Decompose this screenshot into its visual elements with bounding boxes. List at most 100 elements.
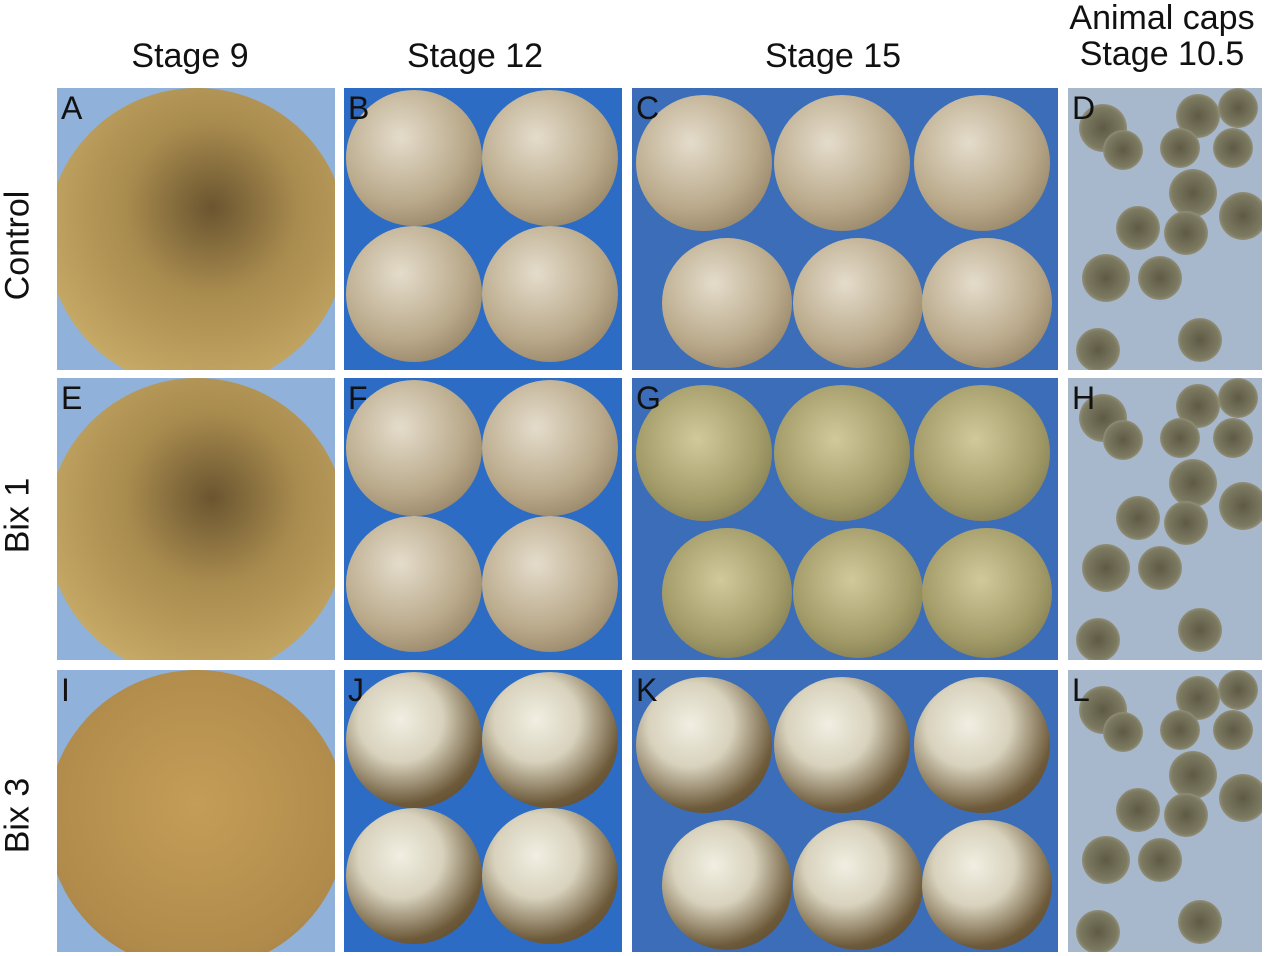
column-header-line-2: Stage 10.5 [1079,35,1245,73]
column-header-stage-12: Stage 12 [406,37,544,75]
panel-g: G [632,378,1058,660]
embryo [662,820,792,950]
animal-cap [1164,501,1208,545]
panel-h: H [1068,378,1262,660]
panel-letter: I [61,672,70,708]
animal-cap [1164,211,1208,255]
animal-cap [1138,838,1182,882]
panel-letter: E [61,380,83,416]
animal-cap [1103,712,1143,752]
embryo [662,528,792,658]
animal-cap [1160,418,1200,458]
animal-cap [1116,496,1160,540]
panel-d: D [1068,88,1262,370]
panel-letter: D [1072,90,1096,126]
embryo [346,516,482,652]
animal-cap [1178,318,1222,362]
panel-letter: C [636,90,660,126]
animal-cap [1219,482,1262,530]
animal-cap [1160,128,1200,168]
animal-cap [1213,128,1253,168]
embryo [793,238,923,368]
embryo [914,677,1050,813]
panel-b: B [344,88,622,370]
animal-cap [1138,546,1182,590]
row-header-bix1: Bix 1 [0,477,37,554]
embryo [914,385,1050,521]
panel-l: L [1068,670,1262,952]
panel-letter: G [636,380,661,416]
animal-cap [1178,900,1222,944]
embryo [482,226,618,362]
embryo [774,677,910,813]
embryo [346,672,482,808]
animal-cap [1213,710,1253,750]
panel-j: J [344,670,622,952]
embryo [346,380,482,516]
animal-cap [1116,206,1160,250]
panel-letter: H [1072,380,1096,416]
animal-cap [1103,420,1143,460]
embryo [482,808,618,944]
animal-cap [1082,254,1130,302]
embryo [774,385,910,521]
panel-letter: B [348,90,370,126]
animal-cap [1178,608,1222,652]
embryo [57,378,335,660]
animal-cap [1082,544,1130,592]
embryo [922,820,1052,950]
embryo [922,528,1052,658]
animal-cap [1169,751,1217,799]
animal-cap [1103,130,1143,170]
panel-c: C [632,88,1058,370]
animal-cap [1219,192,1262,240]
animal-cap [1138,256,1182,300]
column-header-line-1: Animal caps [1069,0,1255,37]
row-header-control: Control [0,190,37,301]
embryo [922,238,1052,368]
embryo [636,677,772,813]
panel-e: E [57,378,335,660]
animal-cap [1160,710,1200,750]
embryo [346,226,482,362]
panel-letter: L [1072,672,1090,708]
animal-cap [1169,169,1217,217]
animal-cap [1076,328,1120,370]
embryo [636,95,772,231]
panel-i: I [57,670,335,952]
embryo [482,516,618,652]
panel-letter: A [61,90,83,126]
embryo [793,820,923,950]
embryo [636,385,772,521]
animal-cap [1218,88,1258,128]
panel-letter: J [348,672,364,708]
animal-cap [1218,378,1258,418]
embryo [914,95,1050,231]
animal-cap [1076,910,1120,952]
animal-cap [1213,418,1253,458]
embryo [482,90,618,226]
panel-f: F [344,378,622,660]
embryo [793,528,923,658]
panel-letter: K [636,672,658,708]
embryo [662,238,792,368]
embryo [346,90,482,226]
animal-cap [1219,774,1262,822]
embryo [482,672,618,808]
animal-cap [1164,793,1208,837]
embryo [57,88,335,370]
column-header-animal-caps: Animal caps Stage 10.5 [1052,0,1272,72]
panel-a: A [57,88,335,370]
panel-k: K [632,670,1058,952]
embryo [482,380,618,516]
embryo [346,808,482,944]
column-header-stage-15: Stage 15 [764,37,902,75]
animal-cap [1076,618,1120,660]
animal-cap [1169,459,1217,507]
panel-letter: F [348,380,368,416]
animal-cap [1218,670,1258,710]
animal-cap [1082,836,1130,884]
column-header-stage-9: Stage 9 [131,37,249,75]
row-header-bix3: Bix 3 [0,777,37,854]
embryo [774,95,910,231]
